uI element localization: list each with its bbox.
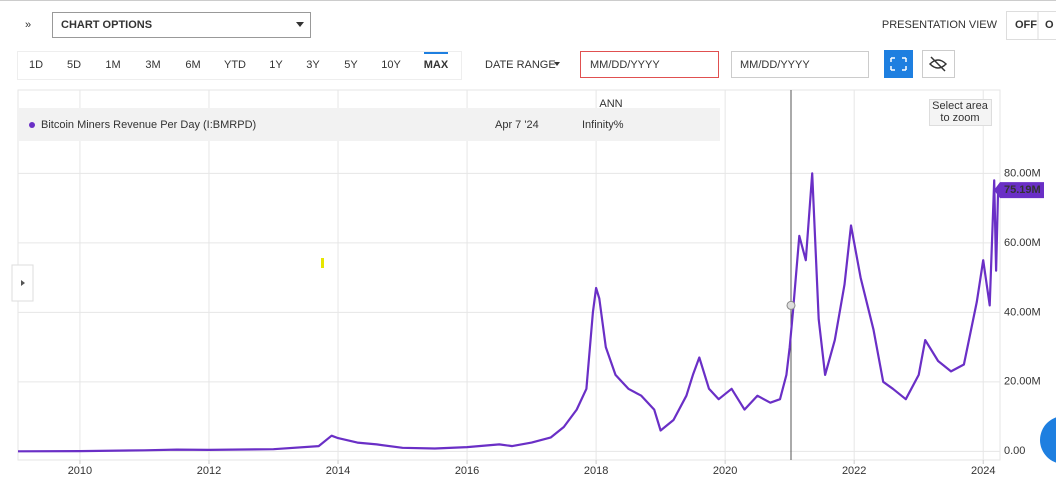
hover-point [786,300,796,310]
y-tick-label: 60.00M [1004,237,1041,249]
range-buttons: 1D 5D 1M 3M 6M YTD 1Y 3Y 5Y 10Y MAX [29,52,449,71]
date-range-label[interactable]: DATE RANGE [485,59,556,71]
chart-options-dropdown[interactable] [52,12,311,38]
legend-marker [29,122,35,128]
range-button[interactable]: 1D [29,59,43,71]
range-bar [17,51,462,80]
tooltip-change: Infinity% [582,119,624,131]
range-button[interactable]: 6M [185,59,200,71]
x-tick-label: 2024 [971,465,995,477]
x-tick-label: 2014 [326,465,350,477]
range-button[interactable]: 1Y [269,59,283,71]
range-button[interactable]: MAX [424,59,449,71]
start-date-placeholder: MM/DD/YYYY [590,59,660,71]
event-marker [321,258,324,268]
zoom-hint: Select area [932,100,989,112]
zoom-hint-box [929,99,992,126]
x-tick-label: 2012 [197,465,221,477]
x-tick-label: 2022 [842,465,866,477]
chart-options-label: CHART OPTIONS [61,19,152,31]
fullscreen-button[interactable] [884,50,913,78]
date-range-arrow [554,62,560,66]
y-tick-label: 80.00M [1004,167,1041,179]
legend-label: Bitcoin Miners Revenue Per Day (I:BMRPD) [41,119,256,131]
zoom-hint: to zoom [940,112,979,124]
fullscreen-icon [890,57,907,71]
x-tick-label: 2016 [455,465,479,477]
active-indicator [424,52,448,54]
y-tick-label: 40.00M [1004,306,1041,318]
series-line [17,172,1000,453]
legend-box [18,108,720,141]
y-tick-label: 20.00M [1004,376,1041,388]
last-value-tag [994,182,1044,199]
y-tick-label: 0.00 [1004,445,1025,457]
range-button[interactable]: 10Y [381,59,401,71]
tooltip-column: ANN [599,98,622,110]
last-value-label: 75.19M [1004,184,1041,196]
hide-icon [928,56,948,72]
expand-icon[interactable]: » [25,19,31,31]
range-button[interactable]: 3Y [306,59,320,71]
chat-button[interactable] [1040,416,1056,464]
presentation-view-label: PRESENTATION VIEW [882,19,998,31]
x-tick-label: 2020 [713,465,737,477]
plot: 2010 2012 2014 2016 2018 2020 2022 2024 0.00 20.0… [17,89,1044,477]
presentation-toggle[interactable] [1006,11,1056,40]
range-button[interactable]: 3M [145,59,160,71]
range-button[interactable]: 1M [105,59,120,71]
toggle-on: O [1045,19,1054,31]
toggle-off: OFF [1015,19,1037,31]
dropdown-arrow [296,22,304,27]
tooltip-date: Apr 7 '24 [495,119,539,131]
range-button[interactable]: 5Y [344,59,358,71]
start-date-input[interactable] [580,51,719,78]
range-button[interactable]: 5D [67,59,81,71]
end-date-placeholder: MM/DD/YYYY [740,59,810,71]
end-date-input[interactable] [731,51,869,78]
x-tick-label: 2010 [68,465,92,477]
x-tick-label: 2018 [584,465,608,477]
side-tab-arrow [21,280,25,286]
range-button[interactable]: YTD [224,59,246,71]
plot-background [17,89,1001,461]
